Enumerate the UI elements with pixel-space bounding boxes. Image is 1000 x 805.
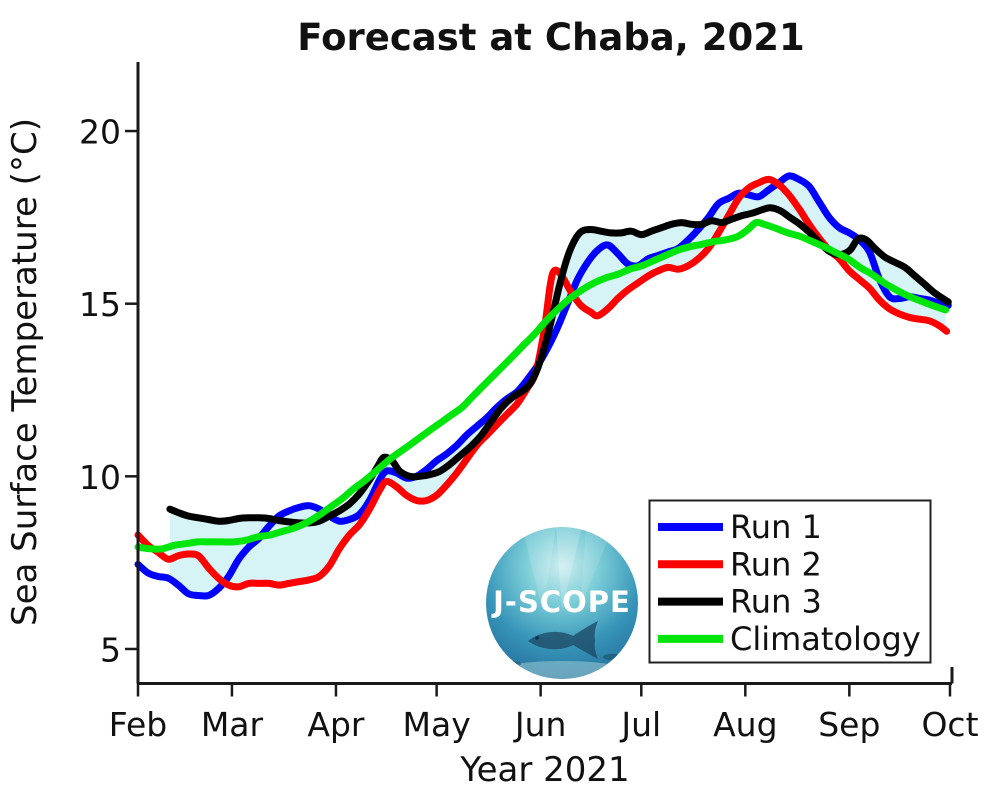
light-ray — [522, 527, 556, 612]
x-tick-label: Jun — [513, 705, 567, 744]
small-fish — [603, 653, 621, 661]
y-tick-label: 20 — [79, 113, 121, 152]
series-line-run-2 — [134, 175, 951, 591]
fish-silhouette — [528, 621, 598, 659]
light-ray — [556, 527, 582, 610]
jscope-logo: J-SCOPE — [486, 527, 638, 679]
x-tick-label: Oct — [921, 705, 978, 744]
y-axis-label: Sea Surface Temperature (°C) — [5, 118, 45, 626]
fish-eye — [535, 636, 539, 640]
legend-label-1: Run 1 — [730, 508, 822, 546]
legend-label-4: Climatology — [730, 620, 921, 658]
series-line-run-3 — [166, 204, 952, 527]
y-tick-label: 5 — [100, 630, 121, 669]
axes — [136, 62, 954, 685]
seafloor — [488, 661, 636, 679]
x-tick-label: May — [403, 705, 471, 744]
logo-circle — [486, 527, 638, 679]
y-tick-label: 10 — [79, 458, 121, 497]
x-tick-label: Apr — [307, 705, 365, 744]
y-tick-label: 15 — [79, 285, 121, 324]
series-lines — [134, 172, 952, 600]
logo-text: J-SCOPE — [491, 585, 631, 619]
tick-marks — [125, 129, 952, 697]
small-fish — [507, 661, 521, 667]
legend-label-2: Run 2 — [730, 545, 822, 583]
x-tick-label: Feb — [109, 705, 167, 744]
series-line-climatology — [134, 218, 950, 553]
x-axis-label: Year 2021 — [459, 750, 629, 790]
x-tick-label: Sep — [818, 705, 880, 744]
tick-labels: 20 15 10 5 Feb Mar Apr May Jun Jul Aug Sep Oct — [79, 113, 979, 744]
x-tick-label: Aug — [713, 705, 777, 744]
x-tick-label: Mar — [201, 705, 264, 744]
legend-label-3: Run 3 — [730, 583, 822, 621]
x-tick-label: Jul — [619, 705, 661, 744]
chart-title: Forecast at Chaba, 2021 — [297, 16, 804, 59]
light-ray — [580, 527, 612, 608]
